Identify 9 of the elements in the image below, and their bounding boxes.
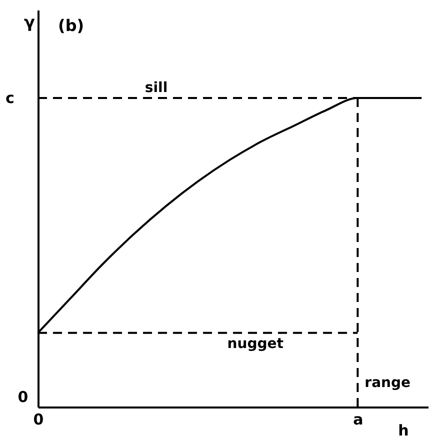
x-tick-label: a — [353, 410, 364, 428]
ref-line-label: range — [364, 375, 411, 391]
y-axis-title: γ — [24, 12, 36, 32]
chart-title: (b) — [58, 16, 84, 35]
x-axis-title: h — [398, 422, 409, 437]
text: c — [6, 89, 14, 108]
text: 0 — [18, 388, 28, 406]
series-label: sill — [144, 80, 168, 96]
series-label: nugget — [227, 336, 284, 352]
